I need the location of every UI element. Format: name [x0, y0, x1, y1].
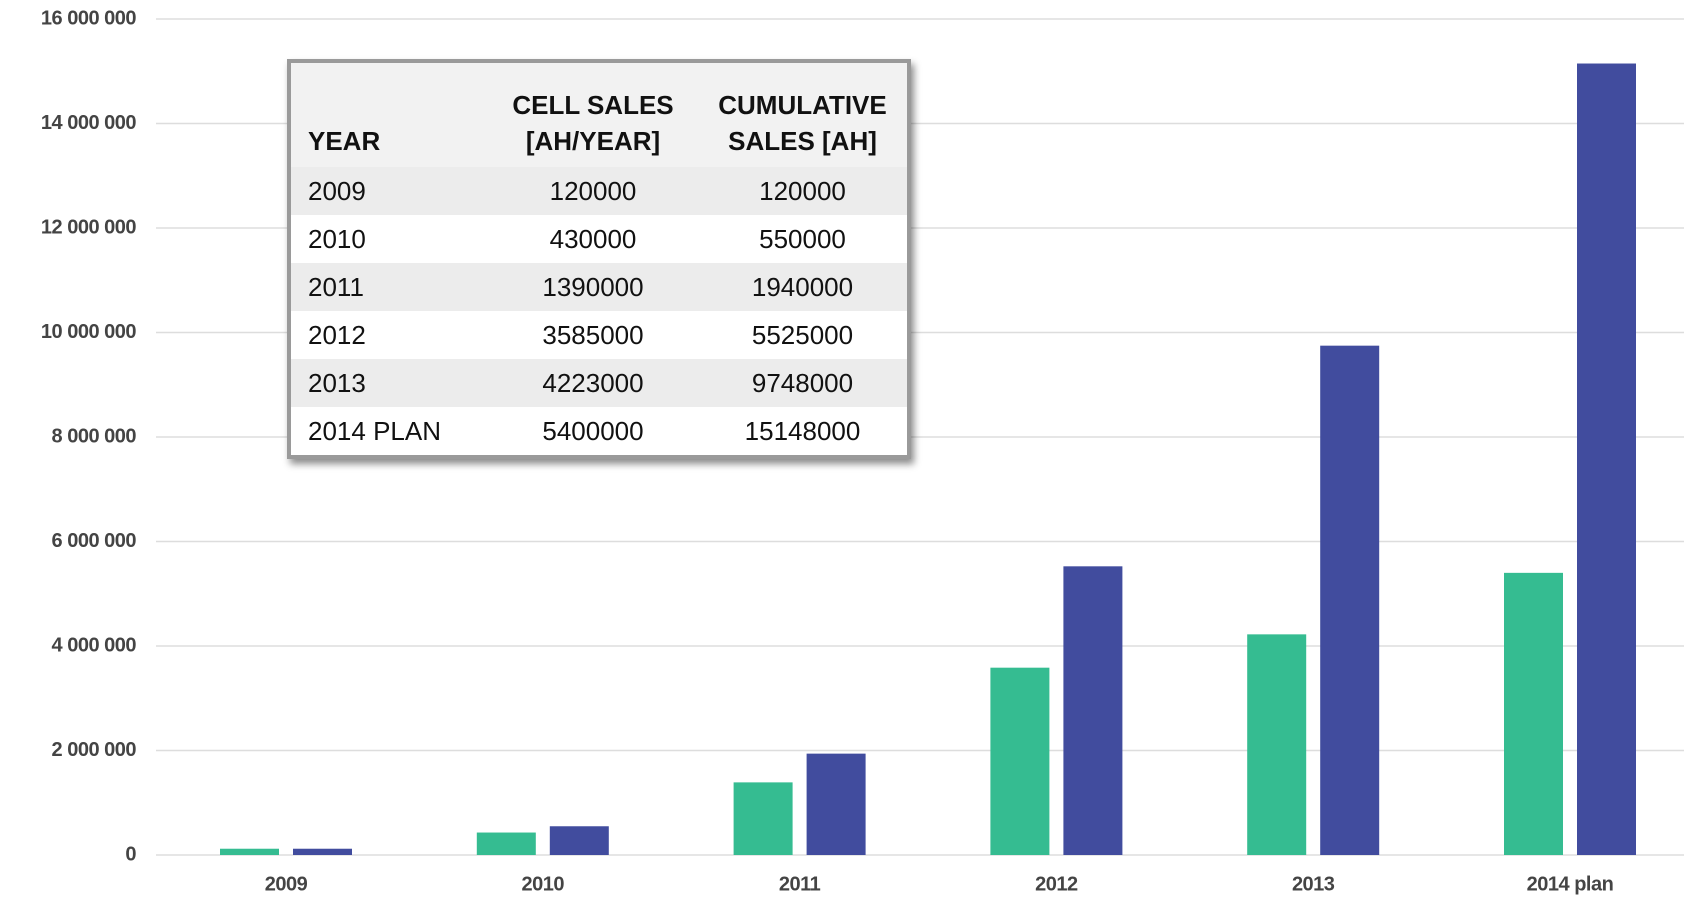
y-tick-label: 16 000 000	[41, 7, 136, 29]
y-tick-label: 6 000 000	[52, 530, 137, 552]
bar	[476, 832, 536, 855]
table-cell: 2013	[291, 359, 488, 407]
y-tick-label: 0	[125, 843, 136, 865]
bar	[293, 848, 352, 855]
table-row: 2010 430000 550000	[291, 215, 907, 263]
bar	[1247, 634, 1307, 855]
table-row: 2011 1390000 1940000	[291, 263, 907, 311]
table-cell: 1940000	[698, 263, 907, 311]
table-cell: 120000	[698, 167, 907, 215]
x-tick-label: 2013	[1292, 873, 1335, 895]
table-cell: 1390000	[488, 263, 698, 311]
table-body: 2009 120000 120000 2010 430000 550000 2011 1390…	[291, 167, 907, 455]
bar	[220, 848, 279, 855]
y-tick-label: 14 000 000	[41, 112, 136, 134]
bar	[1577, 63, 1636, 856]
table-cell: 550000	[698, 215, 907, 263]
table-cell: 9748000	[698, 359, 907, 407]
table-cell: 15148000	[698, 407, 907, 455]
header-cell: YEAR	[291, 63, 488, 167]
bar	[1504, 572, 1563, 855]
table-cell: 120000	[488, 167, 698, 215]
table-cell: 430000	[488, 215, 698, 263]
data-table: YEAR CELL SALES [AH/YEAR] CUMULATIVE SALES…	[287, 59, 911, 459]
table-cell: 2010	[291, 215, 488, 263]
x-tick-label: 2012	[1035, 873, 1078, 895]
table-row: 2009 120000 120000	[291, 167, 907, 215]
header-cell: CELL SALES [AH/YEAR]	[488, 63, 698, 167]
table-cell: 5525000	[698, 311, 907, 359]
x-tick-label: 2014 plan	[1527, 873, 1614, 895]
y-tick-label: 2 000 000	[52, 739, 137, 761]
table-cell: 3585000	[488, 311, 698, 359]
x-tick-label: 2010	[522, 873, 565, 895]
table-cell: 2009	[291, 167, 488, 215]
y-tick-label: 12 000 000	[41, 216, 136, 238]
y-tick-label: 4 000 000	[52, 634, 137, 656]
x-tick-label: 2011	[779, 873, 821, 895]
table-cell: 4223000	[488, 359, 698, 407]
x-tick-label: 2009	[265, 873, 308, 895]
table: YEAR CELL SALES [AH/YEAR] CUMULATIVE SALES…	[291, 63, 907, 455]
table-row: 2014 PLAN 5400000 15148000	[291, 407, 907, 455]
table-cell: 2014 PLAN	[291, 407, 488, 455]
table-row: 2013 4223000 9748000	[291, 359, 907, 407]
y-tick-label: 10 000 000	[41, 321, 136, 343]
table-header: YEAR CELL SALES [AH/YEAR] CUMULATIVE SALES…	[291, 63, 907, 167]
bar	[806, 753, 866, 855]
header-cell: CUMULATIVE SALES [AH]	[698, 63, 907, 167]
bar	[549, 826, 609, 855]
table-row: 2012 3585000 5525000	[291, 311, 907, 359]
table-cell: 2011	[291, 263, 488, 311]
table-cell: 2012	[291, 311, 488, 359]
bar	[1063, 566, 1123, 855]
table-cell: 5400000	[488, 407, 698, 455]
bar	[1320, 345, 1380, 855]
bar	[990, 667, 1050, 855]
bar	[733, 782, 793, 855]
y-tick-label: 8 000 000	[52, 425, 137, 447]
